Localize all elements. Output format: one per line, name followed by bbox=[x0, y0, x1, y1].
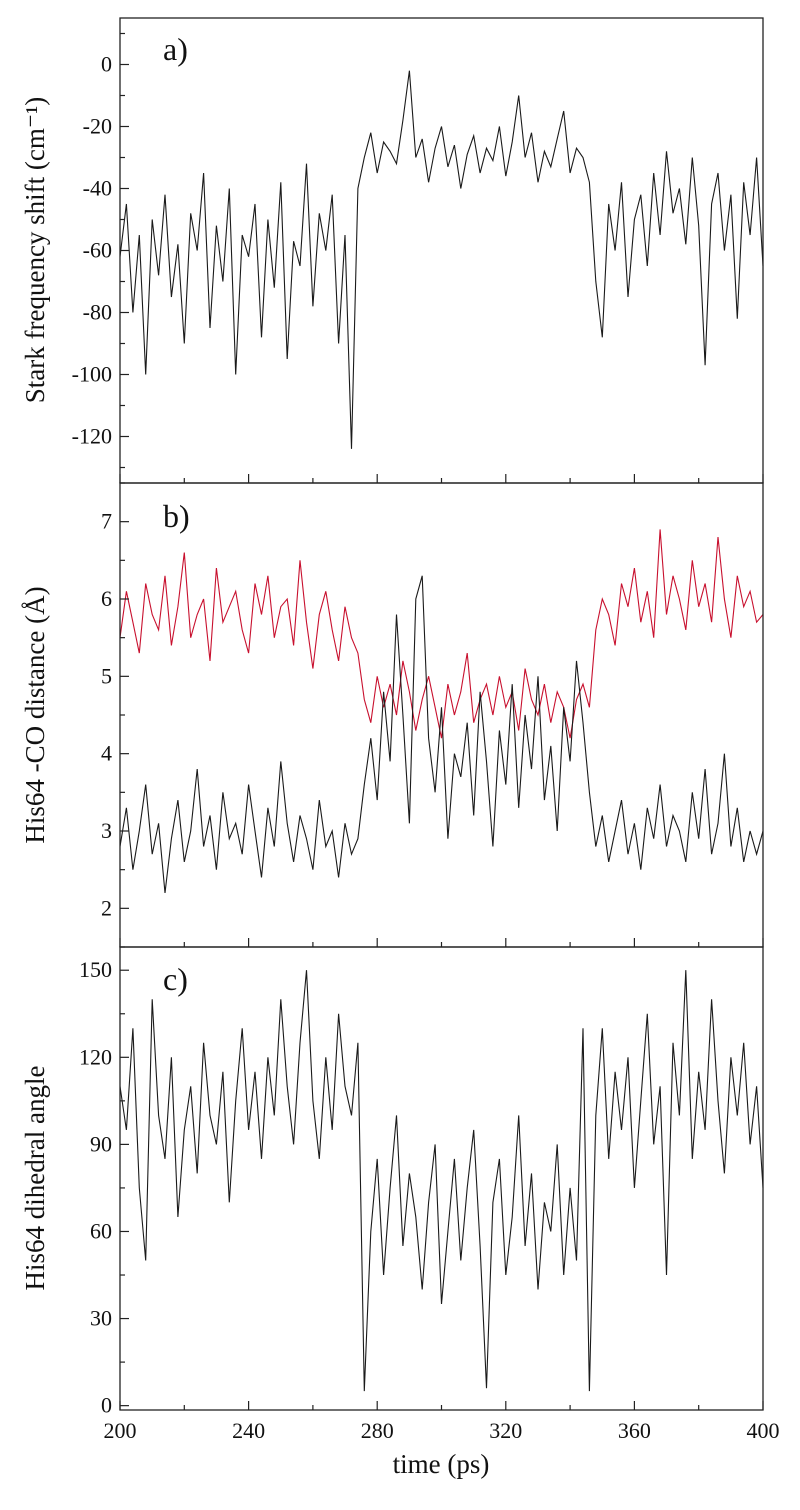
panel-b-label: b) bbox=[163, 498, 190, 534]
panel-b-series-red-line bbox=[119, 529, 764, 739]
panel-b-ytick-label: 2 bbox=[101, 895, 112, 920]
panel-c-ytick-label: 0 bbox=[101, 1393, 112, 1418]
panel-a-ytick-label: -20 bbox=[83, 114, 112, 139]
xtick-label: 360 bbox=[618, 1418, 651, 1443]
panel-a: a) Stark frequency shift (cm⁻¹) -120 -100… bbox=[20, 17, 764, 484]
x-axis-label: time (ps) bbox=[393, 1449, 490, 1479]
panel-c-ytick-label: 120 bbox=[79, 1044, 112, 1069]
panel-a-frame bbox=[119, 17, 764, 484]
xtick-label: 320 bbox=[489, 1418, 522, 1443]
panel-a-ytick-label: -60 bbox=[83, 238, 112, 263]
panel-a-ytick-label: -100 bbox=[72, 362, 112, 387]
panel-b-ytick-label: 5 bbox=[101, 663, 112, 688]
panel-b-ytick-label: 7 bbox=[101, 509, 112, 534]
xtick-label: 240 bbox=[232, 1418, 265, 1443]
xtick-label: 200 bbox=[104, 1418, 137, 1443]
xtick-label: 400 bbox=[747, 1418, 780, 1443]
panel-b-ytick-label: 3 bbox=[101, 818, 112, 843]
panel-c-series-black-line bbox=[119, 970, 764, 1392]
panel-a-ytick-label: -80 bbox=[83, 300, 112, 325]
panel-c-ytick-label: 150 bbox=[79, 957, 112, 982]
panel-b-ytick-label: 6 bbox=[101, 586, 112, 611]
panel-a-ytick-label: -40 bbox=[83, 176, 112, 201]
panel-c-ytick-label: 30 bbox=[90, 1306, 112, 1331]
panel-a-ylabel: Stark frequency shift (cm⁻¹) bbox=[20, 97, 50, 404]
panel-c-frame bbox=[119, 946, 764, 1411]
panel-a-series-black-line bbox=[119, 70, 764, 449]
panel-c-ylabel: His64 dihedral angle bbox=[20, 1066, 50, 1291]
panel-c-ytick-label: 90 bbox=[90, 1131, 112, 1156]
panel-a-label: a) bbox=[163, 31, 188, 67]
xtick-label: 280 bbox=[361, 1418, 394, 1443]
panel-c: c) His64 dihedral angle time (ps) 0 30 60 9… bbox=[20, 946, 780, 1479]
panel-a-ytick-label: -120 bbox=[72, 424, 112, 449]
panel-b-series-black-line bbox=[119, 575, 764, 893]
panel-c-label: c) bbox=[163, 961, 188, 997]
panel-c-ytick-label: 60 bbox=[90, 1218, 112, 1243]
panel-b-ylabel: His64 -CO distance (Å) bbox=[20, 586, 50, 843]
panel-a-ytick-label: 0 bbox=[101, 52, 112, 77]
panel-b-ytick-label: 4 bbox=[101, 741, 112, 766]
panel-b: b) His64 -CO distance (Å) 2 3 4 5 6 7 bbox=[20, 482, 764, 948]
